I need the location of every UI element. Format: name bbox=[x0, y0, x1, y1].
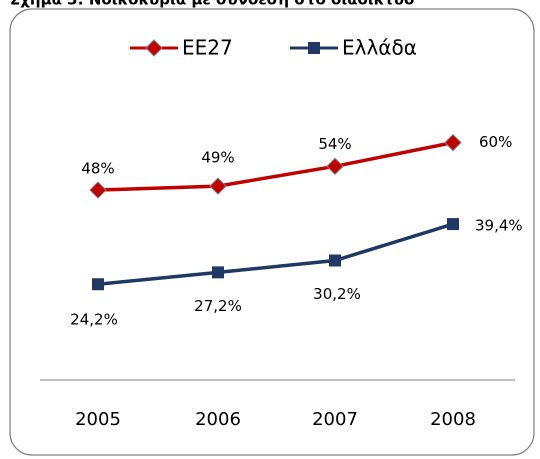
data-label: 49% bbox=[201, 149, 234, 167]
chart-title: Σχήμα 3: Νοικοκυριά με σύνδεση στο διαδί… bbox=[10, 0, 414, 9]
data-point bbox=[89, 181, 107, 199]
legend-marker bbox=[145, 39, 163, 57]
data-label: 48% bbox=[81, 160, 114, 178]
data-label: 30,2% bbox=[313, 285, 361, 303]
series-line bbox=[97, 140, 454, 192]
data-label: 39,4% bbox=[475, 217, 523, 235]
x-tick-label: 2007 bbox=[312, 409, 358, 430]
chart-frame bbox=[9, 8, 535, 456]
legend-label: Ελλάδα bbox=[342, 36, 417, 60]
data-point bbox=[329, 254, 341, 267]
data-label: 27,2% bbox=[194, 297, 242, 315]
legend-label: ΕΕ27 bbox=[182, 36, 233, 60]
data-point bbox=[447, 218, 459, 231]
x-tick-label: 2006 bbox=[195, 409, 241, 430]
data-label: 54% bbox=[318, 135, 351, 153]
data-point bbox=[212, 266, 224, 279]
data-label: 24,2% bbox=[70, 311, 118, 329]
data-label: 60% bbox=[479, 133, 512, 151]
x-tick-label: 2008 bbox=[430, 409, 476, 430]
series-line bbox=[97, 222, 454, 286]
data-point bbox=[209, 177, 227, 195]
data-point bbox=[444, 133, 462, 152]
data-point bbox=[326, 157, 344, 176]
data-point bbox=[92, 278, 104, 291]
x-tick-label: 2005 bbox=[75, 409, 121, 430]
legend-marker bbox=[308, 42, 320, 54]
